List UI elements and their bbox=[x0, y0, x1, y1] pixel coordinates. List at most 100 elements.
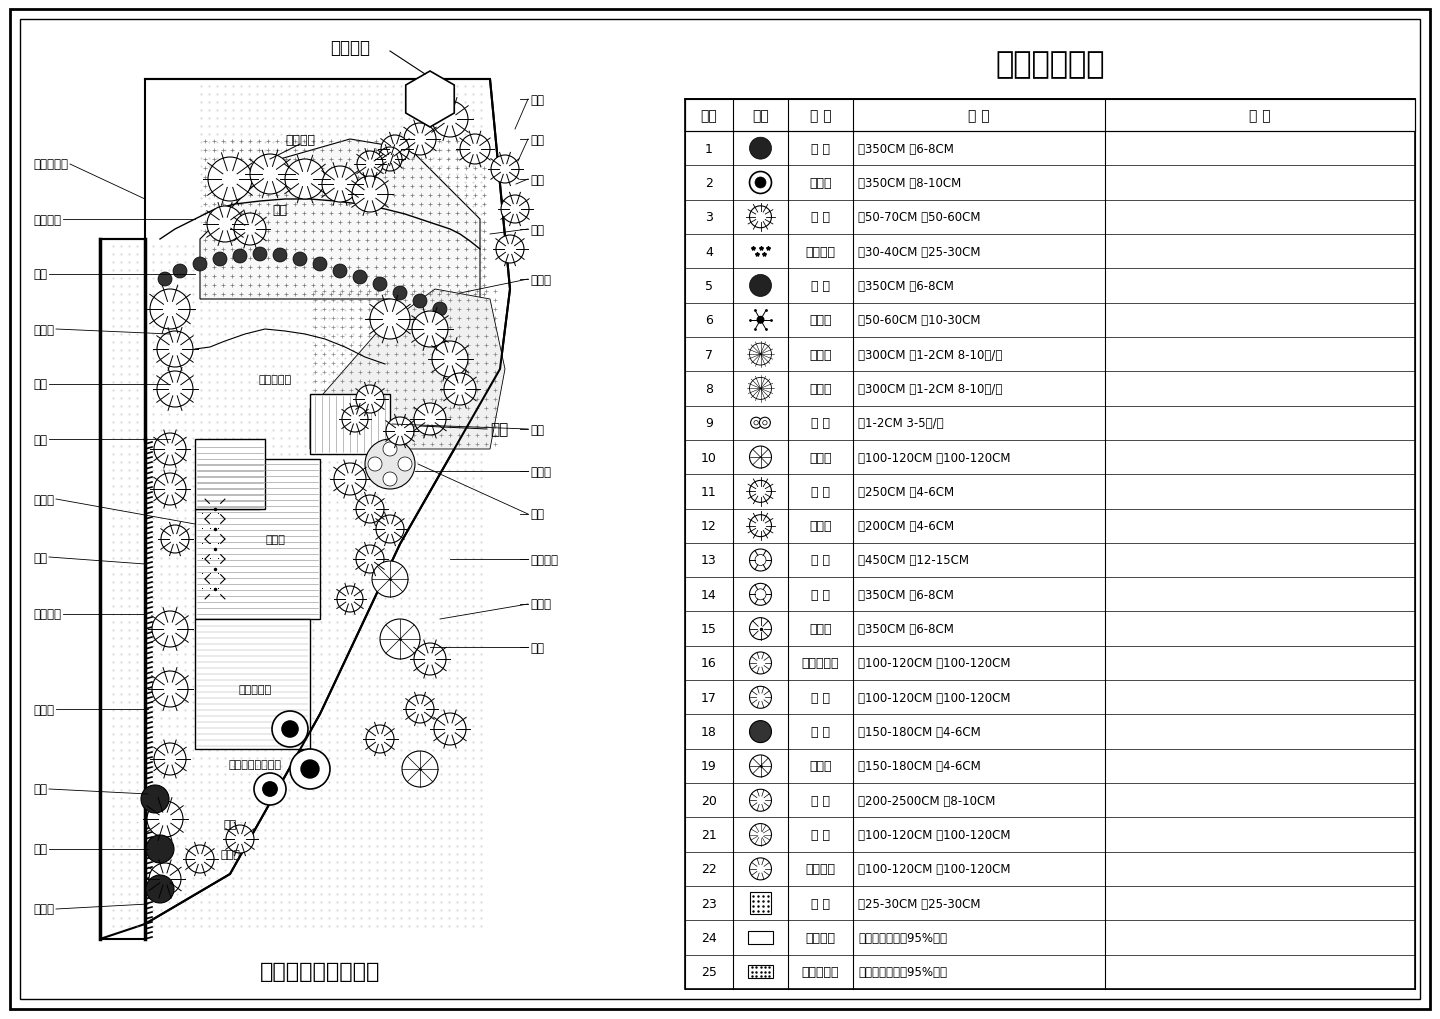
Circle shape bbox=[749, 378, 772, 400]
Text: 4: 4 bbox=[706, 246, 713, 259]
Text: 海桐球: 海桐球 bbox=[809, 451, 832, 464]
Text: 8: 8 bbox=[706, 382, 713, 395]
Text: 高50-70CM 冠50-60CM: 高50-70CM 冠50-60CM bbox=[858, 211, 981, 224]
Circle shape bbox=[253, 773, 287, 805]
Text: 19: 19 bbox=[701, 760, 717, 772]
Circle shape bbox=[415, 404, 446, 435]
Circle shape bbox=[763, 421, 768, 426]
Text: 榉 树: 榉 树 bbox=[811, 279, 829, 292]
Circle shape bbox=[154, 743, 186, 775]
Circle shape bbox=[755, 177, 766, 189]
Text: 海桐球: 海桐球 bbox=[33, 703, 55, 715]
Text: 7: 7 bbox=[706, 348, 713, 361]
Text: 5: 5 bbox=[706, 279, 713, 292]
Text: 桂花: 桂花 bbox=[33, 268, 48, 281]
Circle shape bbox=[207, 158, 252, 202]
Circle shape bbox=[383, 442, 397, 457]
Circle shape bbox=[353, 271, 367, 284]
Text: 桂 花: 桂 花 bbox=[811, 588, 829, 601]
Circle shape bbox=[433, 303, 446, 317]
Text: 海桐球: 海桐球 bbox=[530, 465, 552, 478]
Circle shape bbox=[372, 561, 408, 597]
Circle shape bbox=[292, 253, 307, 267]
Text: 9: 9 bbox=[706, 417, 713, 430]
Circle shape bbox=[406, 695, 433, 723]
Text: 茶花: 茶花 bbox=[33, 433, 48, 446]
Text: 花架: 花架 bbox=[530, 423, 544, 436]
Text: 18: 18 bbox=[701, 726, 717, 739]
Circle shape bbox=[253, 248, 266, 262]
Circle shape bbox=[749, 516, 772, 537]
Circle shape bbox=[158, 273, 171, 286]
Text: 龙爪槐: 龙爪槐 bbox=[809, 520, 832, 533]
Circle shape bbox=[150, 289, 190, 330]
Bar bbox=[749, 965, 773, 978]
Text: 17: 17 bbox=[701, 691, 717, 704]
Text: 桂 花: 桂 花 bbox=[811, 554, 829, 567]
Text: 20: 20 bbox=[701, 794, 717, 807]
Text: 金叶女贞: 金叶女贞 bbox=[33, 213, 60, 226]
Polygon shape bbox=[194, 460, 320, 620]
Text: 21: 21 bbox=[701, 828, 717, 842]
Text: 孝顺竹: 孝顺竹 bbox=[809, 382, 832, 395]
Circle shape bbox=[749, 207, 772, 228]
Text: 高250CM 径4-6CM: 高250CM 径4-6CM bbox=[858, 485, 955, 498]
Text: 22: 22 bbox=[701, 862, 717, 875]
Text: 高200CM 径4-6CM: 高200CM 径4-6CM bbox=[858, 520, 955, 533]
Text: 13: 13 bbox=[701, 554, 717, 567]
Text: 毛鹃: 毛鹃 bbox=[33, 551, 48, 564]
Circle shape bbox=[312, 258, 327, 272]
Text: 金叶女贞: 金叶女贞 bbox=[805, 246, 835, 259]
Circle shape bbox=[433, 713, 467, 745]
Text: 腊 梅: 腊 梅 bbox=[811, 794, 829, 807]
Circle shape bbox=[356, 545, 384, 574]
Circle shape bbox=[154, 474, 186, 505]
Circle shape bbox=[357, 152, 383, 178]
Text: 榉 树: 榉 树 bbox=[811, 143, 829, 156]
Circle shape bbox=[755, 421, 759, 426]
Circle shape bbox=[749, 584, 772, 605]
Circle shape bbox=[402, 751, 438, 788]
Circle shape bbox=[749, 619, 772, 640]
Text: 高450CM 径12-15CM: 高450CM 径12-15CM bbox=[858, 554, 969, 567]
Circle shape bbox=[334, 464, 366, 495]
Text: 马尼拉草: 马尼拉草 bbox=[805, 931, 835, 944]
Text: 茶梅: 茶梅 bbox=[530, 173, 544, 186]
Circle shape bbox=[432, 102, 468, 138]
Circle shape bbox=[386, 418, 415, 445]
Text: 25: 25 bbox=[701, 965, 717, 978]
Circle shape bbox=[157, 372, 193, 408]
Text: 休息亭子: 休息亭子 bbox=[330, 39, 370, 57]
Text: 茶 花: 茶 花 bbox=[811, 691, 829, 704]
Text: 满铺，覆盖率为95%以上: 满铺，覆盖率为95%以上 bbox=[858, 931, 948, 944]
Text: 红枫: 红枫 bbox=[223, 819, 236, 829]
Circle shape bbox=[749, 172, 772, 195]
Circle shape bbox=[749, 481, 772, 502]
Text: 红叶李: 红叶李 bbox=[809, 760, 832, 772]
Circle shape bbox=[145, 836, 174, 863]
Circle shape bbox=[749, 343, 772, 366]
Circle shape bbox=[145, 875, 174, 903]
Circle shape bbox=[251, 155, 289, 195]
Circle shape bbox=[141, 786, 168, 813]
Text: 图例: 图例 bbox=[752, 109, 769, 123]
Circle shape bbox=[343, 407, 369, 433]
Text: 高350CM 径6-8CM: 高350CM 径6-8CM bbox=[858, 279, 953, 292]
Text: 高150-180CM 径4-6CM: 高150-180CM 径4-6CM bbox=[858, 760, 981, 772]
Circle shape bbox=[153, 672, 189, 707]
Circle shape bbox=[285, 160, 325, 200]
Text: 马尼拉草坪: 马尼拉草坪 bbox=[239, 685, 272, 694]
Circle shape bbox=[749, 687, 772, 708]
Circle shape bbox=[397, 458, 412, 472]
Circle shape bbox=[373, 278, 387, 291]
Bar bbox=[685, 100, 1416, 131]
Circle shape bbox=[226, 825, 253, 853]
Circle shape bbox=[415, 643, 446, 676]
Text: 茶花: 茶花 bbox=[530, 641, 544, 654]
Text: 14: 14 bbox=[701, 588, 717, 601]
Text: 高350CM 径6-8CM: 高350CM 径6-8CM bbox=[858, 143, 953, 156]
Text: 高100-120CM 冠100-120CM: 高100-120CM 冠100-120CM bbox=[858, 657, 1011, 669]
Polygon shape bbox=[194, 620, 310, 749]
Circle shape bbox=[380, 620, 420, 659]
Text: 高100-120CM 冠100-120CM: 高100-120CM 冠100-120CM bbox=[858, 862, 1011, 875]
